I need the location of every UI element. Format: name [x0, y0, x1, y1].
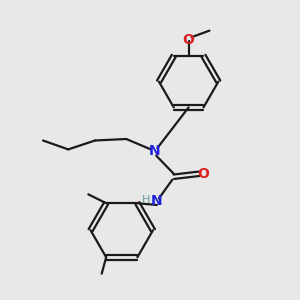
Text: O: O	[183, 33, 195, 46]
Text: O: O	[198, 167, 209, 181]
Text: H: H	[142, 195, 150, 205]
Text: N: N	[151, 194, 163, 208]
Text: N: N	[148, 145, 160, 158]
